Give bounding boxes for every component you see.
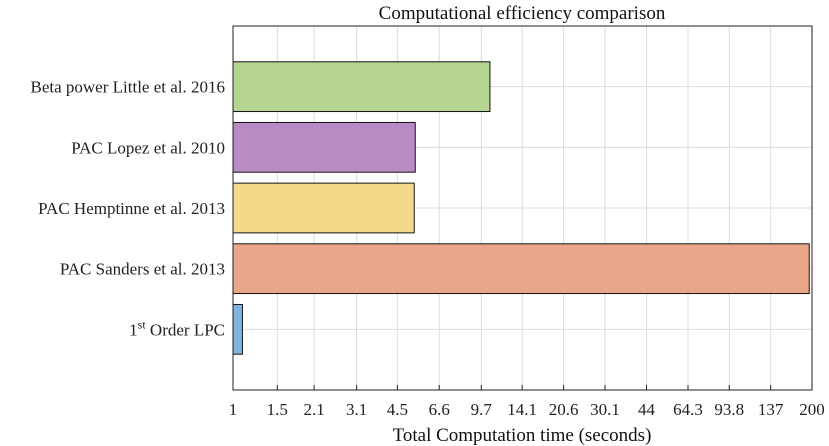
x-tick-label: 20.6 [549,400,579,419]
x-tick-label: 4.5 [387,400,408,419]
bars [232,61,810,355]
x-tick-label: 14.1 [507,400,537,419]
x-tick-label: 44 [638,400,656,419]
x-tick-label: 30.1 [590,400,620,419]
category-label: 1st Order LPC [129,317,225,339]
x-axis-label: Total Computation time (seconds) [393,425,652,446]
bar [232,243,810,295]
bar [232,182,415,234]
category-label: PAC Sanders et al. 2013 [60,260,225,279]
y-axis-category-labels: Beta power Little et al. 2016 PAC Lopez e… [31,78,226,340]
bar [232,121,416,173]
x-tick-label: 137 [758,400,784,419]
x-tick-label: 3.1 [346,400,367,419]
x-tick-label: 9.7 [471,400,493,419]
category-label: Beta power Little et al. 2016 [31,78,226,97]
category-label: PAC Lopez et al. 2010 [71,138,225,157]
x-tick-label: 1.5 [267,400,288,419]
bar [232,61,491,113]
x-tick-label: 6.6 [429,400,450,419]
x-tick-label: 93.8 [714,400,744,419]
x-axis-ticks: 1 1.5 2.1 3.1 4.5 6.6 9.7 14.1 20.6 30.1 44 64.3 93.… [229,385,825,419]
x-tick-label: 1 [229,400,238,419]
x-tick-label: 200 [799,400,825,419]
chart-title: Computational efficiency comparison [379,3,666,24]
bar [232,303,243,355]
category-label: PAC Hemptinne et al. 2013 [38,199,225,218]
x-tick-label: 2.1 [303,400,324,419]
x-tick-label: 64.3 [673,400,703,419]
